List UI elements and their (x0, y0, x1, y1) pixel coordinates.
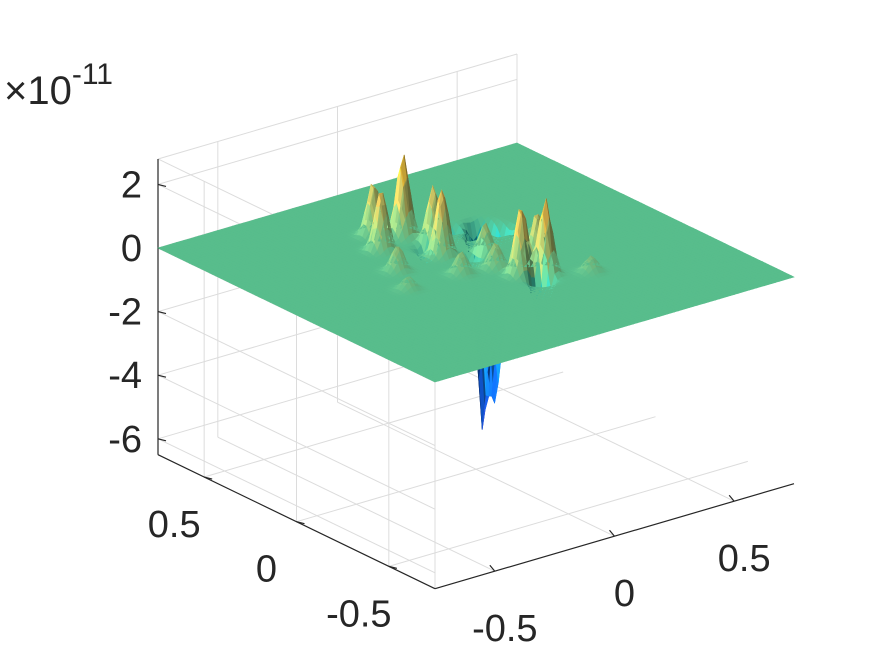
x-tick-mark (728, 494, 735, 502)
axis-lines (157, 158, 795, 590)
y-grid-line (296, 416, 656, 523)
y-grid-line (204, 371, 564, 478)
y-grid-line (388, 460, 748, 567)
z-tick-mark (157, 311, 167, 315)
z-tick-mark (157, 374, 167, 378)
x-tick-mark (609, 529, 615, 537)
z-tick-mark (157, 183, 167, 187)
y-tick-mark (204, 476, 213, 480)
z-tick-mark (157, 438, 167, 442)
y-tick-mark (296, 521, 305, 525)
y-tick-mark (388, 565, 397, 569)
x-tick-mark (489, 564, 496, 572)
surface-mesh (157, 142, 795, 430)
